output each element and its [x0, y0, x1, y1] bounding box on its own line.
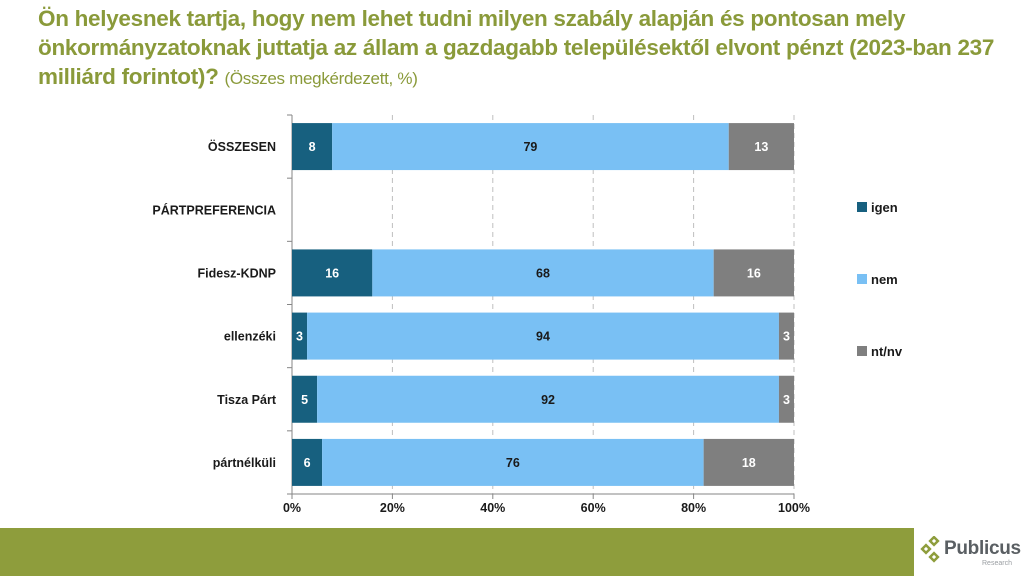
- logo-text: Publicus: [944, 538, 1021, 559]
- data-label: 76: [506, 456, 520, 470]
- data-label: 8: [309, 140, 316, 154]
- bar-ntnv: [703, 438, 794, 486]
- chart-subtitle: (Összes megkérdezett, %): [224, 69, 418, 88]
- bar-igen: [292, 123, 333, 171]
- data-label: 13: [754, 140, 768, 154]
- x-tick-label: 80%: [681, 501, 706, 515]
- bar-nem: [332, 123, 729, 171]
- category-label: pártnélküli: [213, 456, 276, 470]
- legend-label: igen: [871, 200, 898, 215]
- data-label: 16: [747, 266, 761, 280]
- legend-swatch-ntnv: [857, 346, 867, 356]
- publicus-logo: Publicus Research: [918, 534, 1022, 574]
- logo-diamonds-icon: [920, 536, 940, 563]
- bar-igen: [292, 249, 373, 297]
- bar-ntnv: [778, 375, 794, 423]
- data-label: 92: [541, 393, 555, 407]
- category-label: Fidesz-KDNP: [198, 266, 276, 280]
- data-label: 18: [742, 456, 756, 470]
- x-tick-label: 0%: [283, 501, 301, 515]
- data-label: 3: [783, 393, 790, 407]
- x-tick-label: 40%: [480, 501, 505, 515]
- x-tick-label: 60%: [581, 501, 606, 515]
- category-label: ÖSSZESEN: [208, 139, 276, 154]
- bar-ntnv: [713, 249, 794, 297]
- legend-swatch-igen: [857, 202, 867, 212]
- bar-igen: [292, 312, 308, 360]
- bar-igen: [292, 438, 323, 486]
- legend-label: nem: [871, 272, 898, 287]
- data-label: 5: [301, 393, 308, 407]
- chart-title-main: Ön helyesnek tartja, hogy nem lehet tudn…: [38, 6, 995, 89]
- data-label: 79: [523, 140, 537, 154]
- bar-ntnv: [778, 312, 794, 360]
- logo-subtext: Research: [982, 560, 1012, 567]
- data-label: 3: [783, 330, 790, 344]
- data-label: 6: [304, 456, 311, 470]
- legend-label: nt/nv: [871, 344, 903, 359]
- bar-nem: [307, 312, 779, 360]
- bar-nem: [317, 375, 779, 423]
- bar-ntnv: [728, 123, 794, 171]
- footer-band: [0, 528, 914, 576]
- category-label: Tisza Párt: [217, 393, 277, 407]
- chart-title: Ön helyesnek tartja, hogy nem lehet tudn…: [38, 4, 1008, 93]
- data-label: 3: [296, 330, 303, 344]
- bar-nem: [322, 438, 704, 486]
- data-label: 16: [325, 266, 339, 280]
- category-label: PÁRTPREFERENCIA: [152, 202, 276, 217]
- category-label: ellenzéki: [224, 330, 276, 344]
- bar-nem: [372, 249, 714, 297]
- data-label: 68: [536, 266, 550, 280]
- legend-swatch-nem: [857, 274, 867, 284]
- data-label: 94: [536, 330, 550, 344]
- x-tick-label: 20%: [380, 501, 405, 515]
- stacked-bar-chart: 0% 20% 40% 60% 80% 100% ÖSSZESEN 8 79 13 PÁRTPREFE…: [152, 114, 903, 515]
- bar-igen: [292, 375, 318, 423]
- x-tick-label: 100%: [778, 501, 810, 515]
